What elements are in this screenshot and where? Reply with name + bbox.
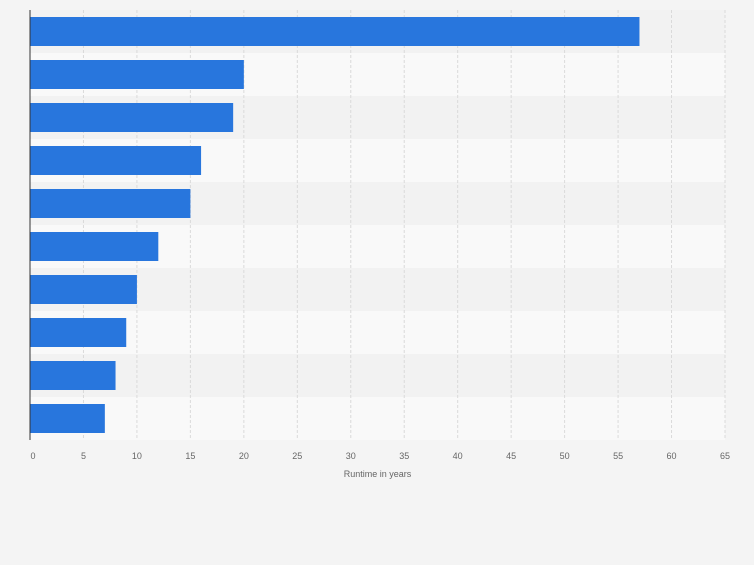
bar [30, 146, 202, 175]
bar [30, 60, 244, 89]
bar [30, 275, 137, 304]
x-tick-label: 10 [132, 451, 142, 461]
row-band [30, 397, 725, 440]
row-band [30, 354, 725, 397]
x-axis-label: Runtime in years [344, 469, 412, 479]
bar [30, 103, 234, 132]
bar [30, 361, 116, 390]
bar [30, 232, 159, 261]
x-tick-label: 45 [506, 451, 516, 461]
bar [30, 404, 105, 433]
x-tick-label: 50 [560, 451, 570, 461]
x-tick-labels: 0 5 10 15 20 25 30 35 40 45 50 55 60 65 [30, 451, 730, 461]
bar [30, 189, 191, 218]
x-tick-label: 30 [346, 451, 356, 461]
x-tick-label: 15 [185, 451, 195, 461]
x-tick-label: 60 [667, 451, 677, 461]
x-tick-label: 5 [81, 451, 86, 461]
bars [30, 17, 640, 433]
x-tick-label: 55 [613, 451, 623, 461]
x-tick-label: 25 [292, 451, 302, 461]
bar [30, 318, 127, 347]
row-band [30, 268, 725, 311]
x-tick-label: 35 [399, 451, 409, 461]
x-tick-label: 0 [30, 451, 35, 461]
bar [30, 17, 640, 46]
x-tick-label: 20 [239, 451, 249, 461]
x-tick-label: 40 [453, 451, 463, 461]
x-tick-label: 65 [720, 451, 730, 461]
row-band [30, 311, 725, 354]
